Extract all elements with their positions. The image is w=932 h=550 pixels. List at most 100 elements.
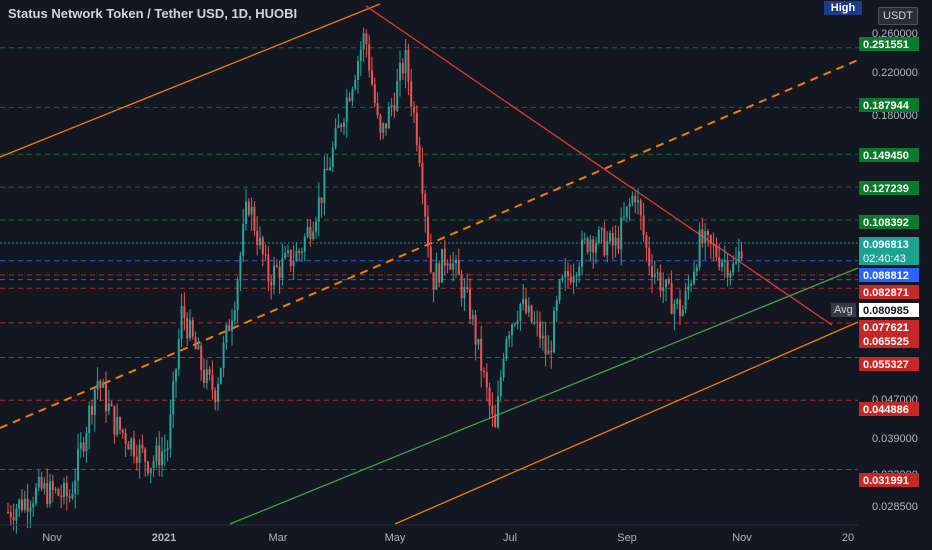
candle-body-233: [659, 272, 662, 291]
candle-body-44: [130, 438, 133, 450]
candle-body-39: [116, 417, 119, 435]
candle-body-151: [429, 246, 432, 273]
candle-body-111: [317, 197, 320, 222]
trendline-channel-upper: [0, 3, 381, 158]
candle-body-71: [205, 369, 208, 384]
candle-body-132: [376, 103, 379, 116]
candle-body-150: [427, 216, 429, 247]
candle-body-14: [46, 483, 49, 504]
high-badge: High: [824, 1, 862, 15]
candle-body-221: [625, 206, 628, 217]
candle-body-247: [698, 229, 701, 268]
candle-body-142: [404, 49, 407, 74]
candle-body-196: [555, 300, 558, 311]
price-label-10: 0.065525: [863, 336, 909, 348]
candle-body-68: [197, 345, 200, 350]
chart-title: Status Network Token / Tether USD, 1D, H…: [8, 6, 298, 21]
candle-body-213: [603, 228, 606, 256]
price-label-6: 0.088812: [863, 270, 909, 282]
candle-body-206: [583, 238, 586, 240]
candle-body-79: [228, 325, 231, 332]
candle-body-34: [102, 382, 105, 388]
price-label-8: 0.080985: [863, 305, 909, 317]
candle-body-100: [287, 250, 289, 254]
candle-body-232: [656, 272, 659, 274]
candle-body-48: [141, 444, 144, 449]
candle-body-105: [301, 251, 303, 253]
candle-body-24: [74, 480, 77, 494]
candle-body-251: [709, 235, 712, 244]
candle-body-61: [177, 338, 180, 370]
candle-body-144: [410, 81, 413, 107]
candle-body-215: [609, 233, 611, 242]
candle-body-250: [707, 230, 709, 236]
price-label-box-9: [859, 320, 919, 334]
candle-body-74: [214, 389, 217, 403]
candle-body-93: [267, 254, 270, 282]
candle-body-21: [65, 482, 68, 497]
candle-body-220: [623, 216, 625, 218]
candle-body-119: [340, 124, 343, 127]
candle-body-55: [161, 451, 163, 466]
candle-body-129: [368, 44, 371, 71]
candle-body-125: [357, 60, 359, 80]
candle-body-137: [390, 105, 393, 108]
candle-body-234: [662, 287, 665, 291]
candle-body-54: [158, 445, 161, 466]
countdown-label: 02:40:43: [863, 253, 906, 265]
candle-body-77: [222, 342, 225, 369]
candle-body-101: [289, 250, 292, 267]
candle-body-56: [163, 449, 166, 452]
candle-body-259: [732, 263, 735, 273]
candle-body-62: [180, 306, 183, 339]
candle-body-152: [432, 272, 435, 290]
candle-body-218: [617, 237, 620, 250]
candle-body-188: [533, 321, 536, 323]
candle-body-127: [362, 33, 365, 50]
candle-body-179: [508, 335, 511, 339]
candle-body-35: [105, 382, 107, 412]
candle-body-122: [348, 97, 351, 101]
candle-body-64: [186, 318, 189, 339]
price-label-9: 0.077621: [863, 322, 909, 334]
candle-body-41: [121, 429, 124, 433]
price-label-box-10: [859, 334, 919, 348]
candle-body-96: [275, 265, 278, 267]
candle-body-13: [43, 483, 46, 489]
x-tick-label-4: Jul: [503, 532, 517, 544]
candle-body-19: [60, 495, 63, 498]
candle-body-2: [12, 517, 15, 521]
candle-body-203: [575, 275, 578, 277]
price-label-box-2: [859, 148, 919, 162]
x-tick-label-7: 20: [842, 532, 854, 544]
price-label-box-1: [859, 98, 919, 112]
currency-selector[interactable]: USDT: [878, 7, 918, 25]
candle-body-219: [620, 217, 623, 250]
candle-body-5: [21, 499, 23, 510]
candle-body-230: [651, 266, 653, 278]
candle-body-209: [592, 239, 595, 253]
candle-body-198: [561, 277, 564, 281]
candle-body-241: [681, 309, 684, 317]
candle-body-117: [334, 128, 337, 148]
candle-body-249: [704, 230, 707, 244]
candle-body-97: [278, 266, 281, 279]
candle-body-185: [525, 299, 527, 313]
candle-body-164: [466, 287, 469, 290]
candle-body-199: [564, 270, 567, 278]
candle-body-108: [309, 226, 312, 240]
candle-body-252: [712, 243, 715, 246]
candle-body-16: [51, 481, 54, 490]
candle-body-87: [250, 206, 253, 215]
candle-body-72: [208, 369, 211, 375]
price-label-0: 0.251551: [863, 39, 909, 51]
candle-body-94: [270, 281, 273, 286]
candle-body-36: [107, 403, 110, 412]
candle-body-212: [600, 228, 603, 230]
x-tick-label-6: Nov: [732, 532, 752, 544]
candle-body-98: [281, 258, 284, 279]
candle-body-29: [88, 405, 91, 434]
trendline-channel-lower: [394, 321, 859, 525]
candle-body-75: [217, 383, 219, 403]
